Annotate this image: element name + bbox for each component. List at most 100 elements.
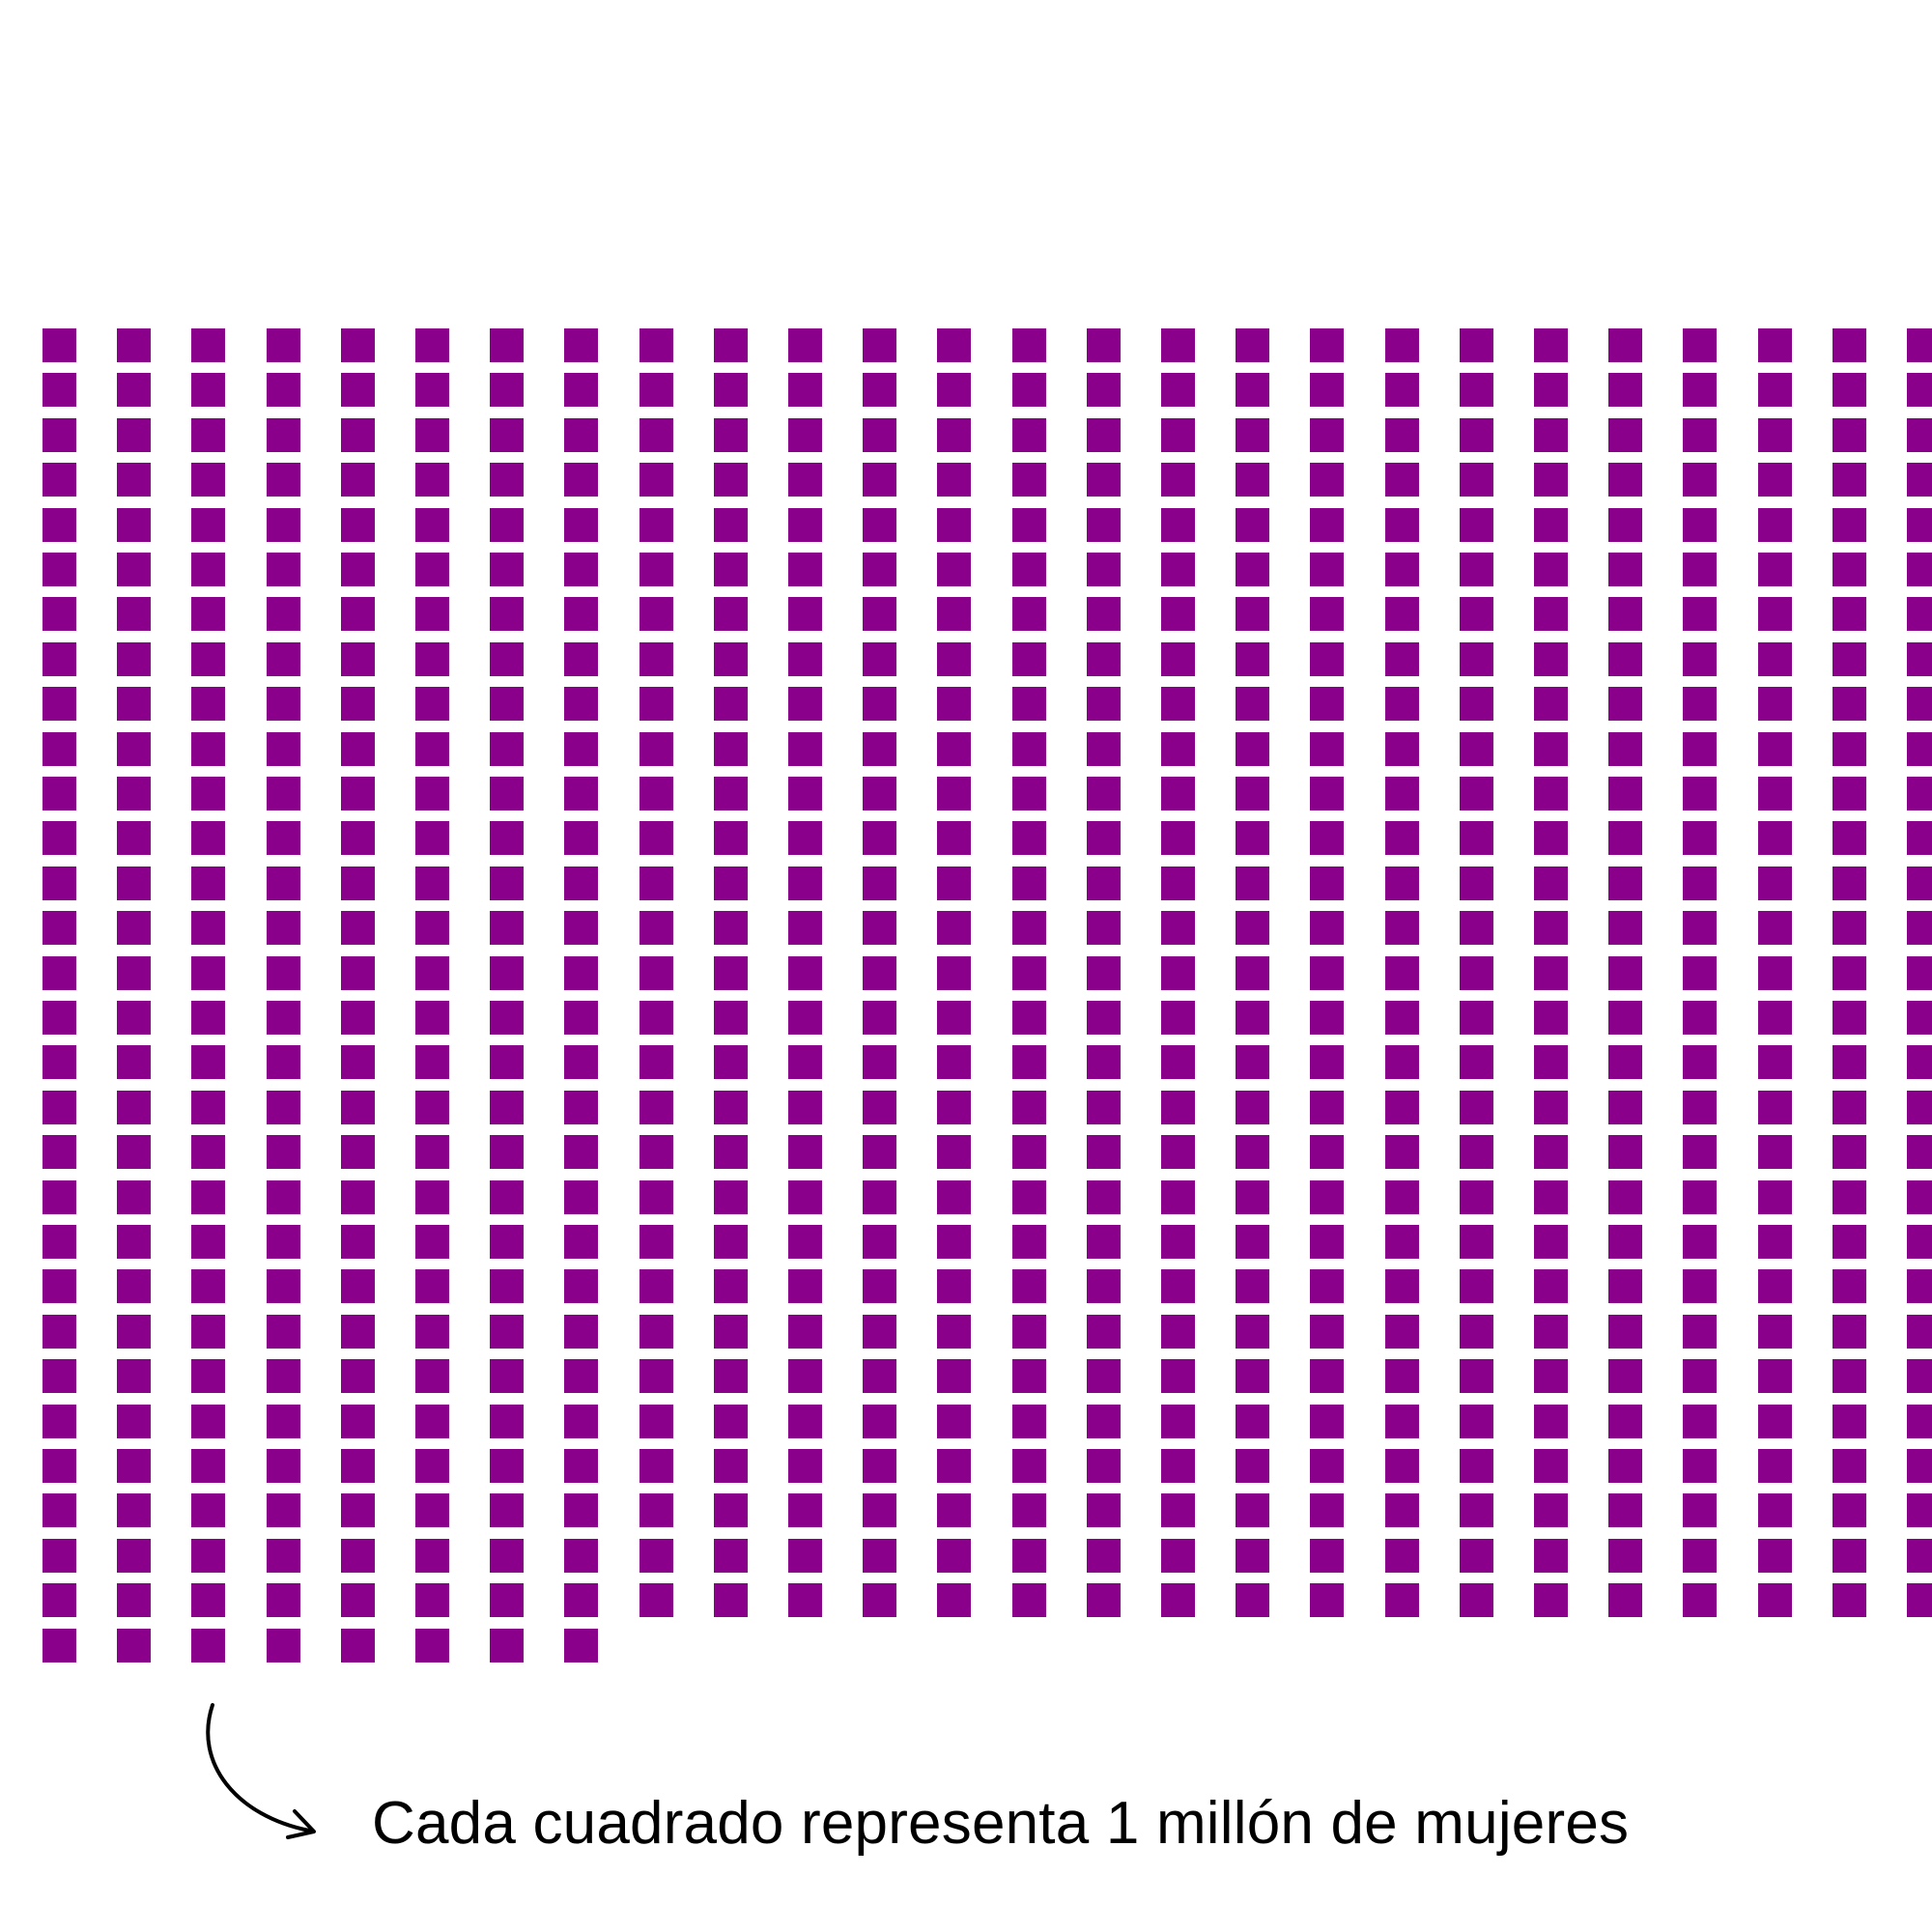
waffle-square bbox=[415, 553, 449, 586]
waffle-square bbox=[1757, 1045, 1792, 1080]
waffle-square bbox=[117, 373, 152, 408]
waffle-square bbox=[1534, 1538, 1568, 1573]
waffle-square bbox=[117, 955, 152, 990]
waffle-square bbox=[1832, 821, 1866, 856]
waffle-square bbox=[788, 1583, 822, 1618]
waffle-square bbox=[1534, 955, 1568, 990]
waffle-square bbox=[564, 911, 599, 946]
waffle-square bbox=[43, 553, 76, 586]
waffle-square bbox=[863, 1045, 897, 1080]
waffle-square bbox=[191, 417, 226, 452]
waffle-square bbox=[1161, 1404, 1195, 1438]
waffle-square bbox=[639, 821, 673, 856]
waffle-square bbox=[266, 1628, 300, 1662]
waffle-square bbox=[639, 1538, 673, 1573]
waffle-square bbox=[1011, 777, 1046, 810]
waffle-square bbox=[191, 687, 226, 722]
waffle-square bbox=[1310, 328, 1345, 362]
waffle-square bbox=[1534, 687, 1568, 722]
waffle-square bbox=[937, 1449, 972, 1483]
waffle-square bbox=[937, 417, 972, 452]
waffle-square bbox=[564, 1449, 599, 1483]
waffle-square bbox=[1161, 1538, 1195, 1573]
waffle-square bbox=[43, 1179, 76, 1214]
waffle-square bbox=[1310, 1359, 1345, 1394]
waffle-square bbox=[1384, 687, 1419, 722]
waffle-square bbox=[564, 1045, 599, 1080]
waffle-square bbox=[863, 641, 897, 676]
waffle-square bbox=[1310, 1179, 1345, 1214]
waffle-square bbox=[713, 777, 748, 810]
waffle-square bbox=[1310, 553, 1345, 586]
waffle-square bbox=[564, 1314, 599, 1349]
waffle-square bbox=[1832, 777, 1866, 810]
waffle-square bbox=[1011, 1179, 1046, 1214]
waffle-square bbox=[1086, 1090, 1121, 1124]
waffle-square bbox=[1459, 1135, 1493, 1170]
waffle-square bbox=[415, 821, 449, 856]
waffle-square bbox=[1683, 373, 1718, 408]
waffle-square bbox=[1236, 731, 1270, 766]
waffle-square bbox=[1459, 911, 1493, 946]
waffle-square bbox=[863, 1449, 897, 1483]
waffle-square bbox=[266, 687, 300, 722]
waffle-square bbox=[415, 1135, 449, 1170]
waffle-square bbox=[1608, 687, 1643, 722]
waffle-square bbox=[1832, 1269, 1866, 1304]
waffle-square bbox=[713, 463, 748, 497]
waffle-square bbox=[266, 1449, 300, 1483]
waffle-square bbox=[1310, 1001, 1345, 1035]
waffle-square bbox=[564, 597, 599, 632]
waffle-square bbox=[1086, 866, 1121, 900]
waffle-square bbox=[639, 328, 673, 362]
waffle-square bbox=[1236, 777, 1270, 810]
waffle-square bbox=[1011, 1359, 1046, 1394]
waffle-square bbox=[639, 866, 673, 900]
waffle-square bbox=[863, 731, 897, 766]
waffle-square bbox=[1161, 1449, 1195, 1483]
waffle-square bbox=[1608, 866, 1643, 900]
waffle-square bbox=[1236, 507, 1270, 542]
waffle-square bbox=[1907, 1449, 1932, 1483]
waffle-square bbox=[1534, 866, 1568, 900]
waffle-square bbox=[863, 1314, 897, 1349]
waffle-square bbox=[43, 1628, 76, 1662]
waffle-square bbox=[1086, 1359, 1121, 1394]
waffle-square bbox=[1086, 1449, 1121, 1483]
waffle-square bbox=[1534, 417, 1568, 452]
waffle-square bbox=[937, 1493, 972, 1528]
waffle-square bbox=[1236, 955, 1270, 990]
waffle-square bbox=[1683, 955, 1718, 990]
waffle-square bbox=[1310, 1135, 1345, 1170]
waffle-square bbox=[1683, 328, 1718, 362]
waffle-square bbox=[117, 597, 152, 632]
waffle-square bbox=[1011, 911, 1046, 946]
waffle-square bbox=[1459, 1269, 1493, 1304]
waffle-square bbox=[863, 911, 897, 946]
waffle-square bbox=[1534, 328, 1568, 362]
waffle-square bbox=[1534, 911, 1568, 946]
waffle-square bbox=[863, 1269, 897, 1304]
waffle-square bbox=[43, 1269, 76, 1304]
waffle-square bbox=[490, 1179, 525, 1214]
waffle-square bbox=[1310, 417, 1345, 452]
waffle-square bbox=[340, 641, 375, 676]
waffle-square bbox=[788, 507, 822, 542]
waffle-square bbox=[1384, 328, 1419, 362]
waffle-square bbox=[415, 328, 449, 362]
waffle-square bbox=[1608, 373, 1643, 408]
waffle-square bbox=[1459, 1314, 1493, 1349]
waffle-square bbox=[340, 911, 375, 946]
waffle-square bbox=[1757, 1179, 1792, 1214]
waffle-square bbox=[1236, 1314, 1270, 1349]
waffle-square bbox=[937, 866, 972, 900]
waffle-square bbox=[43, 866, 76, 900]
waffle-square bbox=[1832, 417, 1866, 452]
waffle-square bbox=[863, 417, 897, 452]
waffle-square bbox=[415, 911, 449, 946]
waffle-square bbox=[1608, 641, 1643, 676]
waffle-square bbox=[1384, 1583, 1419, 1618]
waffle-square bbox=[340, 597, 375, 632]
waffle-square bbox=[1236, 1359, 1270, 1394]
